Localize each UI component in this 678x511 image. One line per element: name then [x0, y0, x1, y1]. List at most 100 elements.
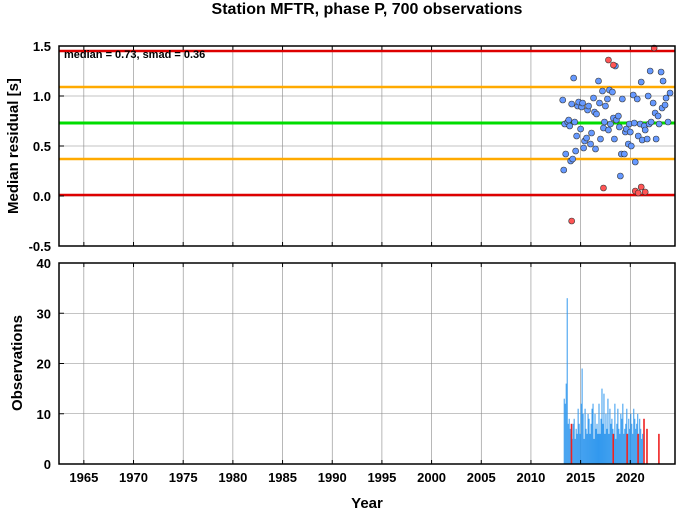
residual-point — [605, 126, 612, 134]
observation-bars — [563, 298, 660, 464]
observation-bar — [568, 418, 570, 464]
residual-point — [621, 150, 628, 158]
residual-point — [631, 158, 639, 166]
observation-bar — [581, 368, 583, 464]
x-tick-label: 2015 — [566, 470, 595, 485]
outlier-point — [634, 189, 642, 197]
top-y-tick-label: 0.5 — [33, 139, 51, 154]
observation-bar — [569, 428, 571, 464]
residual-point — [597, 135, 604, 143]
observation-bar — [567, 423, 569, 464]
observation-bar — [632, 433, 634, 464]
bottom-y-tick-label: 0 — [44, 457, 51, 472]
observation-bar — [595, 428, 597, 464]
median-annotation: median = 0.73, smad = 0.36 — [64, 49, 205, 61]
observation-bar — [634, 418, 636, 464]
residual-point — [602, 102, 609, 110]
outlier-bar — [658, 433, 660, 464]
observation-bar — [620, 413, 622, 464]
observation-bar — [635, 428, 637, 464]
x-tick-label: 2000 — [417, 470, 446, 485]
residual-point — [565, 116, 572, 124]
residual-point — [630, 119, 638, 127]
observation-bar — [611, 418, 613, 464]
residual-point — [633, 95, 641, 103]
residual-point — [559, 96, 567, 104]
observation-bar — [585, 428, 587, 464]
residual-point — [611, 135, 618, 143]
residual-point — [588, 129, 595, 137]
observation-bar — [563, 398, 565, 464]
outlier-bar — [637, 433, 639, 464]
outlier-point — [568, 217, 575, 225]
observation-bar — [617, 408, 619, 464]
top-reference-lines — [59, 49, 675, 197]
observation-bar — [642, 433, 644, 464]
residual-point — [592, 145, 599, 153]
residual-point — [568, 100, 575, 108]
residual-point — [617, 172, 624, 180]
observation-bar — [608, 433, 610, 464]
bottom-y-tick-label: 10 — [37, 407, 51, 422]
observation-bar — [589, 433, 591, 464]
residual-point — [593, 110, 600, 118]
outlier-point — [610, 61, 617, 69]
observation-bar — [624, 428, 626, 464]
observation-bar — [610, 423, 612, 464]
observation-bar — [594, 413, 596, 464]
residual-point — [637, 78, 645, 86]
observation-bar — [588, 418, 590, 464]
residual-point — [616, 123, 623, 131]
observation-bar — [583, 438, 585, 464]
residual-point — [649, 99, 657, 107]
residual-point — [562, 150, 570, 158]
x-tick-label: 2010 — [516, 470, 545, 485]
outlier-bar — [626, 433, 628, 464]
observation-bar — [592, 403, 594, 464]
residual-point — [662, 94, 670, 102]
bottom-x-axis: 1965 1970 1975 1980 1985 1990 1995 2000 2005 2010… — [69, 263, 645, 485]
residual-point — [646, 67, 654, 75]
observation-bar — [640, 428, 642, 464]
x-tick-label: 2005 — [467, 470, 496, 485]
observation-bar — [566, 298, 568, 464]
residual-point — [661, 101, 669, 109]
top-y-tick-label: -0.5 — [29, 239, 51, 254]
outlier-bar — [612, 433, 615, 464]
outlier-bar — [646, 428, 648, 464]
observation-bar — [600, 418, 602, 464]
outlier-point — [605, 56, 612, 64]
bottom-y-tick-label: 20 — [37, 357, 51, 372]
x-tick-label: 1980 — [218, 470, 247, 485]
observation-bar — [582, 413, 584, 464]
observation-bar — [607, 398, 609, 464]
observation-bar — [572, 423, 574, 464]
observation-bar — [623, 433, 625, 464]
x-tick-label: 1985 — [268, 470, 297, 485]
residual-point — [655, 120, 663, 128]
observation-bar — [598, 403, 600, 464]
observation-bar — [578, 423, 580, 464]
x-tick-label: 1995 — [367, 470, 396, 485]
bottom-y-tick-label: 30 — [37, 306, 51, 321]
observation-bar — [633, 408, 635, 464]
observation-bar — [575, 428, 577, 464]
top-y-tick-label: 1.5 — [33, 39, 51, 54]
bottom-y-label: Observations — [9, 315, 26, 411]
observation-bar — [604, 433, 606, 464]
observation-bar — [596, 423, 598, 464]
observation-bar — [593, 438, 595, 464]
outlier-point — [637, 183, 645, 191]
observation-bar — [618, 428, 620, 464]
observation-bar — [576, 433, 578, 464]
residual-point — [641, 126, 649, 134]
x-axis-label: Year — [351, 495, 383, 511]
observation-bar — [591, 408, 593, 464]
observation-bar — [601, 388, 603, 464]
residual-point — [652, 135, 660, 143]
x-tick-label: 1970 — [119, 470, 148, 485]
residual-point — [596, 99, 603, 107]
observation-bar — [564, 403, 566, 464]
residual-point — [583, 134, 590, 142]
